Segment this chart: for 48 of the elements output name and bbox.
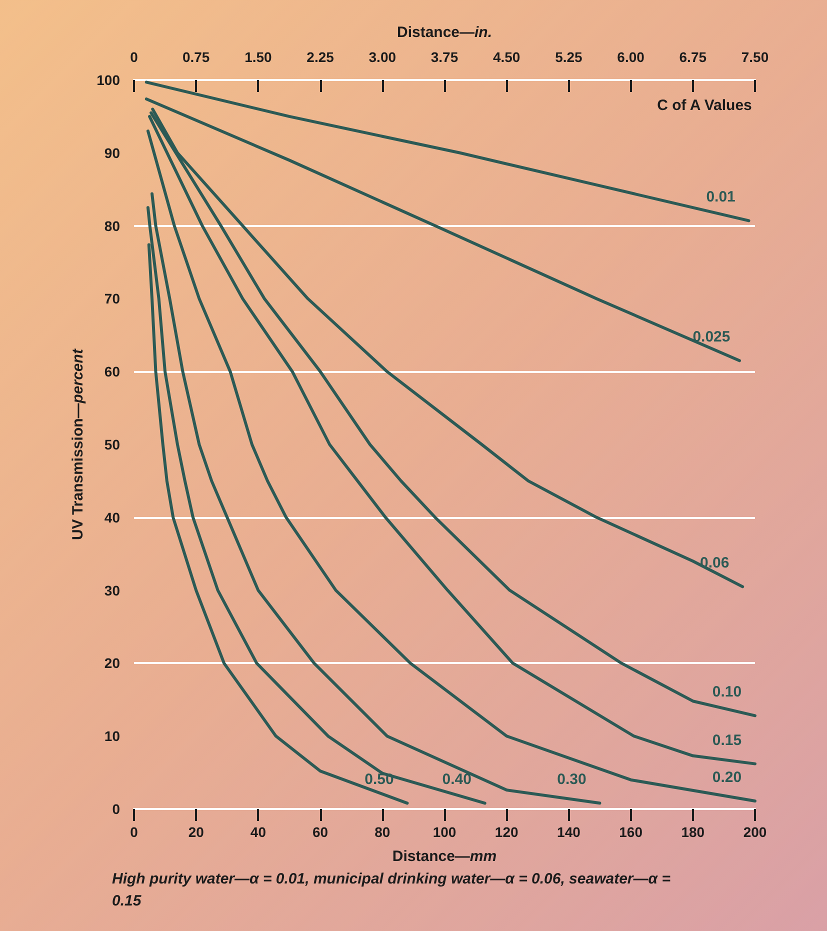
series-label: 0.20 xyxy=(712,768,742,786)
x-axis-title: Distance—mm xyxy=(392,848,497,865)
x-tick-label: 40 xyxy=(250,824,266,840)
series-label: 0.01 xyxy=(706,188,736,206)
x-tick-label: 160 xyxy=(619,824,643,840)
x-tick-label: 0 xyxy=(130,824,138,840)
y-tick-label: 0 xyxy=(112,801,120,817)
line-series xyxy=(150,192,602,805)
y-tick-label: 60 xyxy=(104,364,120,380)
legend-title: C of A Values xyxy=(657,97,752,114)
x2-tick-label: 3.00 xyxy=(368,49,396,65)
x-tick-label: 80 xyxy=(374,824,390,840)
series-label: 0.40 xyxy=(442,771,472,788)
x2-tick-label: 0 xyxy=(130,49,138,65)
y-tick-label: 30 xyxy=(104,582,120,598)
y-tick-label: 70 xyxy=(104,290,120,307)
y-tick-label: 20 xyxy=(104,655,120,672)
x2-tick-label: 1.50 xyxy=(244,49,272,65)
x2-tick-label: 6.00 xyxy=(617,49,645,65)
series-label: 0.025 xyxy=(692,328,730,346)
text: High purity water—α = 0.01, municipal drinking water—α = 0.06, seawater—α = 0.15 xyxy=(112,870,675,910)
y-tick-label: 10 xyxy=(104,728,120,744)
x2-tick-label: 7.50 xyxy=(741,49,769,65)
x-tick-label: 60 xyxy=(312,824,328,840)
series-label: 0.10 xyxy=(712,684,742,701)
x2-tick-label: 3.75 xyxy=(430,49,458,65)
x2-tick-label: 2.25 xyxy=(306,49,334,65)
y-tick-label: 90 xyxy=(104,144,120,161)
series-label: 0.30 xyxy=(557,771,586,788)
x-tick-label: 180 xyxy=(681,824,705,840)
y-tick-label: 40 xyxy=(104,509,120,526)
y-tick-label: 100 xyxy=(96,72,120,88)
y-tick-label: 50 xyxy=(104,436,120,452)
x-tick-label: 20 xyxy=(188,824,204,840)
x2-tick-label: 5.25 xyxy=(555,49,583,65)
x-tick-label: 100 xyxy=(432,824,456,840)
y-axis-title: UV Transmission—percent xyxy=(70,348,87,540)
line-series xyxy=(144,80,750,222)
x2-tick-label: 0.75 xyxy=(182,49,210,65)
y-tick-label: 80 xyxy=(104,218,120,234)
x-tick-label: 200 xyxy=(743,824,767,840)
x-tick-label: 140 xyxy=(557,824,581,840)
series-label: 0.15 xyxy=(712,732,742,749)
x2-axis-title: Distance—in. xyxy=(396,24,492,41)
line-series xyxy=(146,206,486,805)
x-tick-label: 120 xyxy=(494,824,518,840)
x2-tick-label: 6.75 xyxy=(679,49,707,65)
x2-tick-label: 4.50 xyxy=(492,49,520,65)
